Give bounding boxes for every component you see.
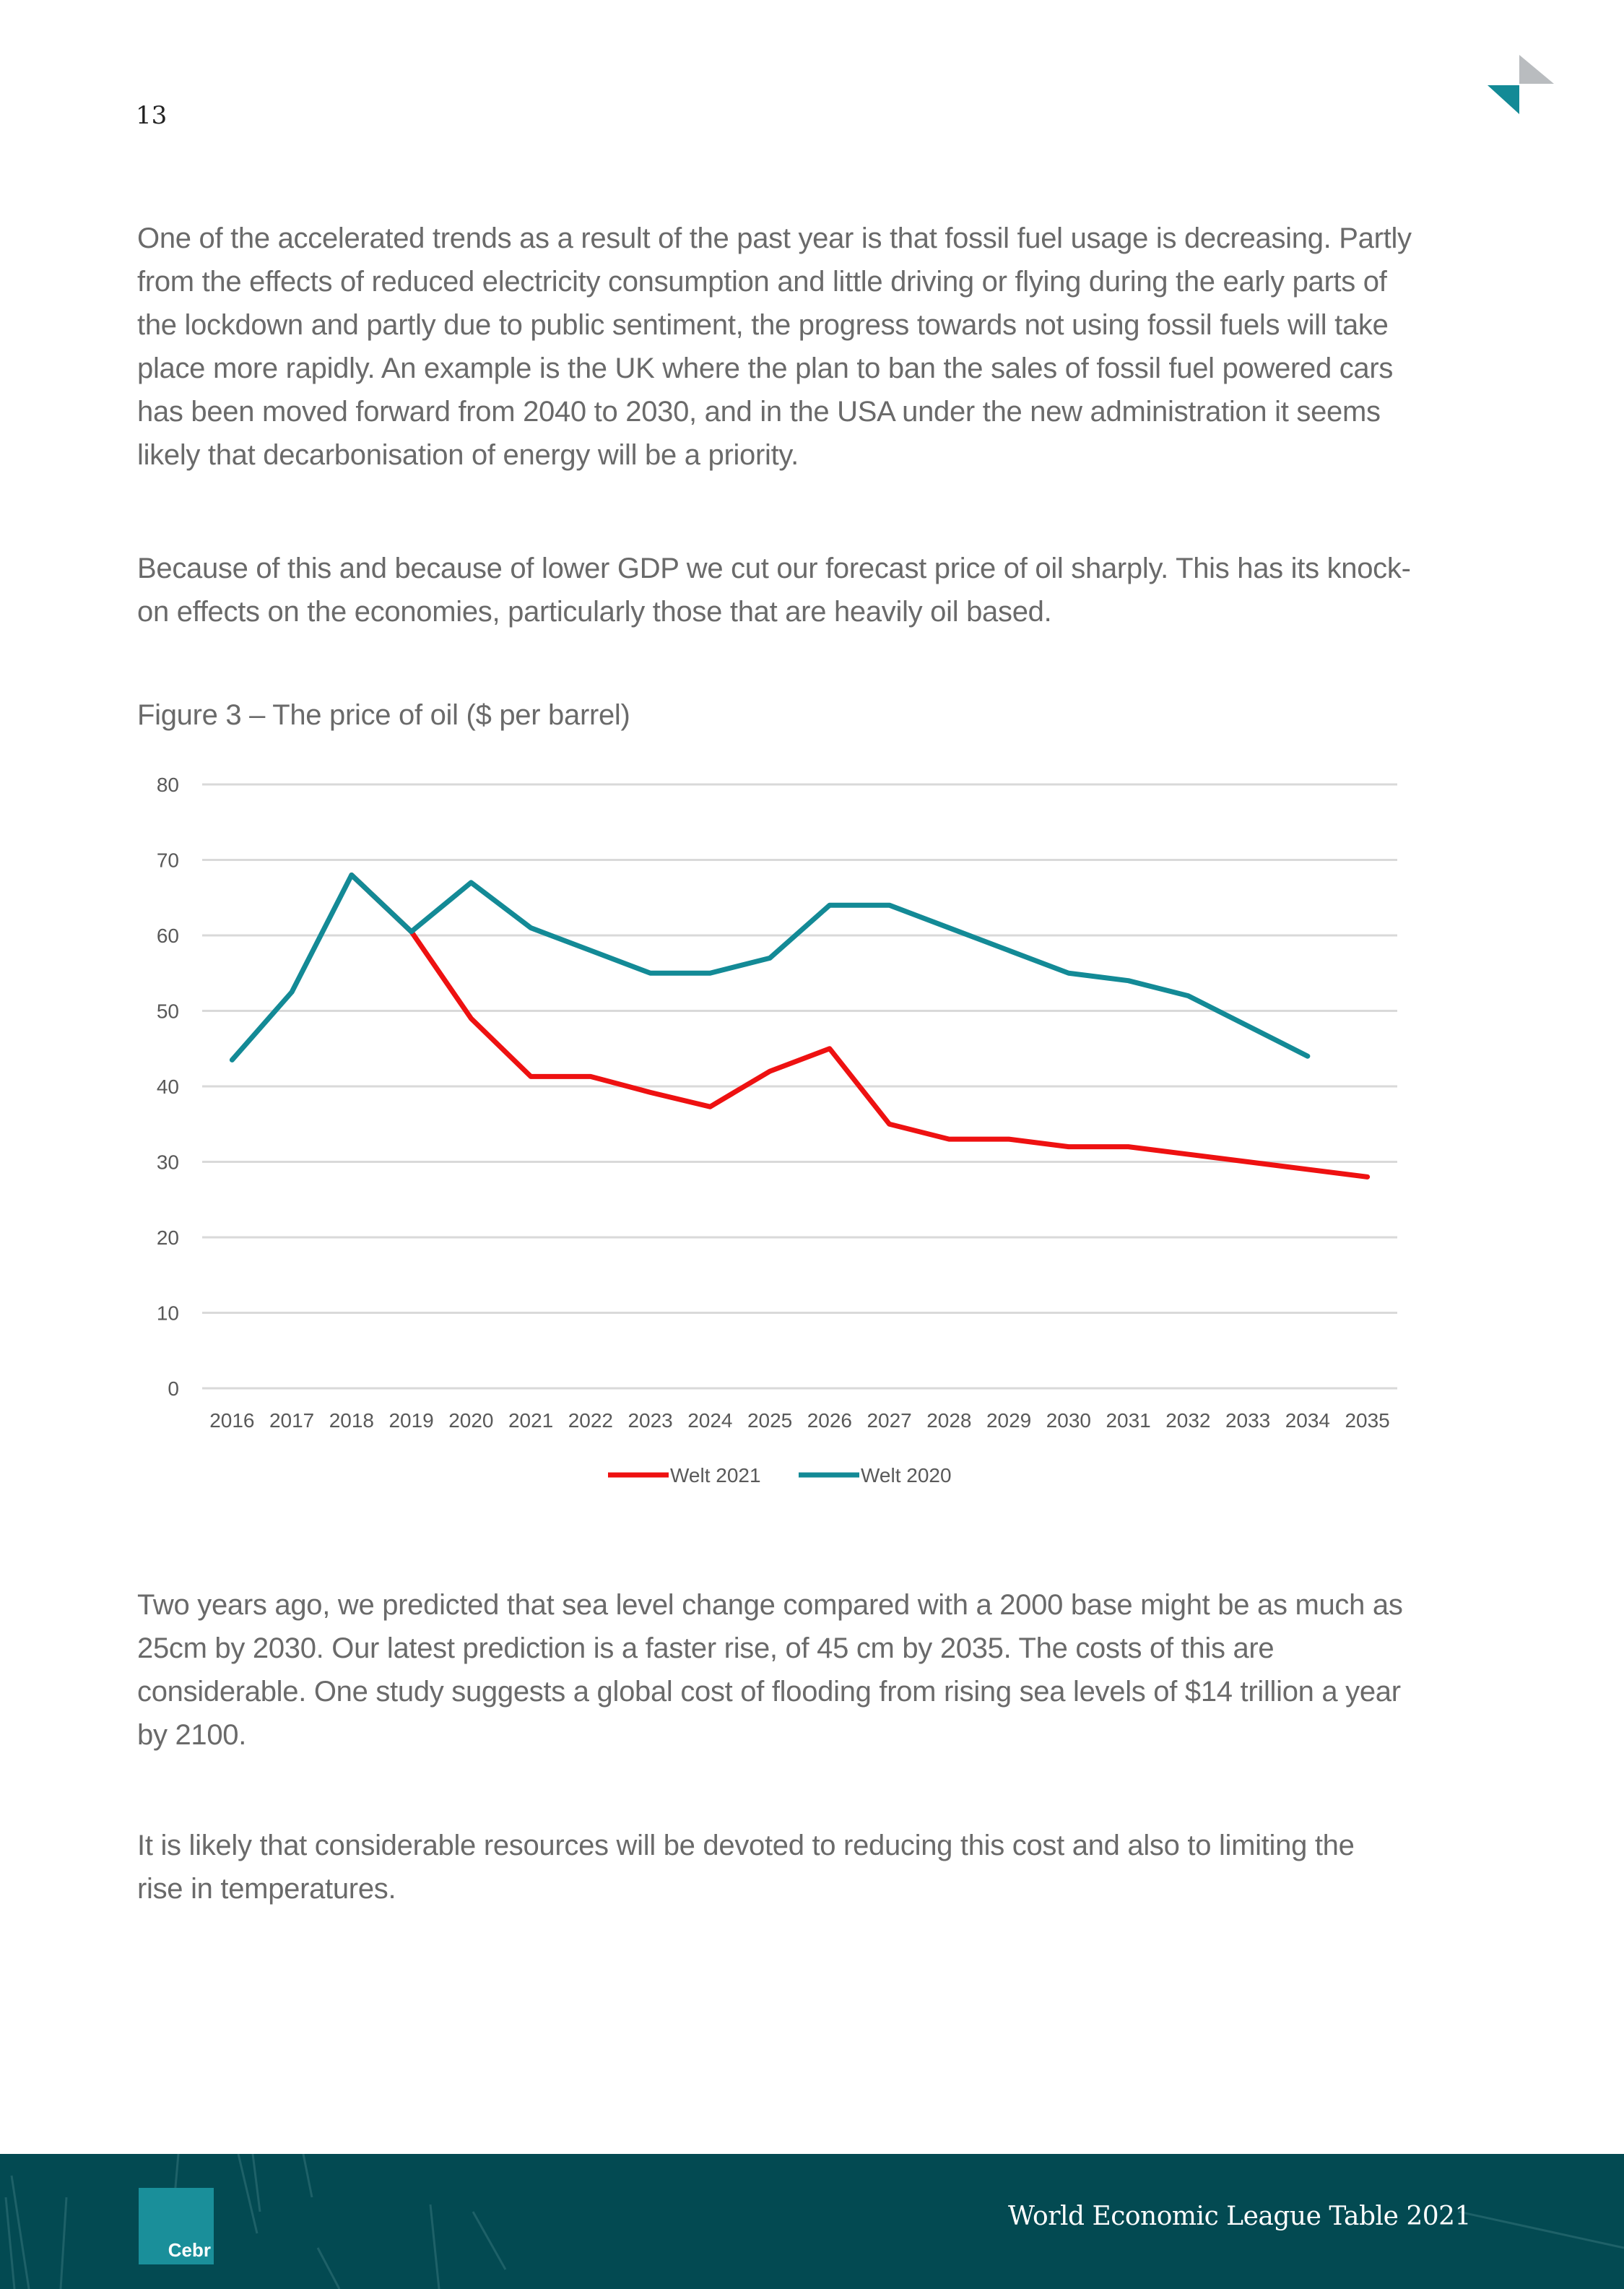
text-line: Because of this and because of lower GDP… (137, 553, 1411, 584)
paragraph-sea-level: Two years ago, we predicted that sea lev… (137, 1583, 1480, 1757)
y-tick-label: 0 (168, 1377, 179, 1400)
figure-title: Figure 3 – The price of oil ($ per barre… (137, 699, 630, 731)
x-tick-label: 2022 (568, 1409, 613, 1432)
text-line: 25cm by 2030. Our latest prediction is a… (137, 1632, 1275, 1664)
x-tick-label: 2026 (807, 1409, 852, 1432)
cebr-logo: Cebr (139, 2188, 214, 2264)
x-tick-label: 2030 (1046, 1409, 1091, 1432)
text-line: from the effects of reduced electricity … (137, 266, 1387, 298)
page-number: 13 (136, 101, 168, 130)
x-tick-label: 2018 (329, 1409, 374, 1432)
y-tick-label: 80 (157, 774, 179, 796)
y-tick-label: 20 (157, 1226, 179, 1249)
x-tick-label: 2032 (1165, 1409, 1210, 1432)
text-line: It is likely that considerable resources… (137, 1830, 1355, 1861)
text-line: on effects on the economies, particularl… (137, 596, 1052, 628)
paragraph-fossil-fuel: One of the accelerated trends as a resul… (137, 217, 1480, 477)
paragraph-resources: It is likely that considerable resources… (137, 1824, 1480, 1911)
x-tick-label: 2023 (628, 1409, 672, 1432)
text-line: considerable. One study suggests a globa… (137, 1676, 1401, 1708)
x-tick-label: 2024 (687, 1409, 732, 1432)
legend-label: Welt 2021 (670, 1464, 761, 1487)
y-tick-label: 50 (157, 1000, 179, 1023)
y-tick-label: 60 (157, 925, 179, 947)
x-tick-label: 2029 (986, 1409, 1031, 1432)
series-line-welt-2020 (229, 872, 1311, 1063)
x-tick-label: 2027 (867, 1409, 911, 1432)
series-line-welt-2021 (349, 872, 1371, 1180)
text-line: has been moved forward from 2040 to 2030… (137, 396, 1381, 428)
text-line: by 2100. (137, 1719, 247, 1751)
text-line: Two years ago, we predicted that sea lev… (137, 1589, 1403, 1621)
text-line: the lockdown and partly due to public se… (137, 309, 1389, 341)
x-tick-label: 2020 (448, 1409, 493, 1432)
x-tick-label: 2017 (269, 1409, 314, 1432)
legend-label: Welt 2020 (861, 1464, 952, 1487)
x-tick-label: 2016 (209, 1409, 254, 1432)
y-tick-label: 40 (157, 1076, 179, 1098)
brand-corner-icon (1488, 55, 1554, 114)
x-tick-label: 2033 (1225, 1409, 1270, 1432)
y-tick-label: 10 (157, 1302, 179, 1325)
x-tick-label: 2025 (747, 1409, 792, 1432)
x-tick-label: 2019 (388, 1409, 433, 1432)
text-line: rise in temperatures. (137, 1873, 396, 1905)
x-tick-label: 2031 (1106, 1409, 1150, 1432)
x-tick-label: 2028 (926, 1409, 971, 1432)
footer-band (0, 2154, 1624, 2289)
text-line: place more rapidly. An example is the UK… (137, 352, 1394, 384)
text-line: likely that decarbonisation of energy wi… (137, 439, 799, 471)
paragraph-oil-forecast: Because of this and because of lower GDP… (137, 547, 1480, 633)
x-tick-label: 2021 (508, 1409, 553, 1432)
y-tick-label: 70 (157, 849, 179, 872)
footer-title: World Economic League Table 2021 (1008, 2202, 1471, 2231)
x-tick-label: 2034 (1285, 1409, 1330, 1432)
y-tick-label: 30 (157, 1151, 179, 1174)
text-line: One of the accelerated trends as a resul… (137, 222, 1412, 254)
cebr-logo-text: Cebr (168, 2239, 211, 2261)
x-tick-label: 2035 (1345, 1409, 1389, 1432)
